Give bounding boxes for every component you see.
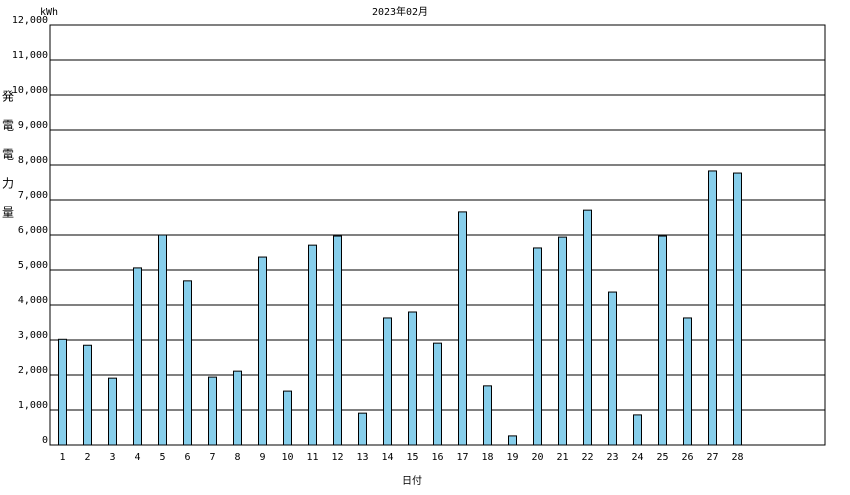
x-tick-label: 4 <box>134 452 140 463</box>
y-tick-label: 6,000 <box>18 225 48 236</box>
y-tick-label: 2,000 <box>18 365 48 376</box>
x-tick-label: 2 <box>84 452 90 463</box>
y-tick-label: 5,000 <box>18 260 48 271</box>
x-axis-label: 日付 <box>402 474 422 487</box>
x-tick-label: 1 <box>59 452 65 463</box>
bar <box>333 235 342 446</box>
x-tick-label: 23 <box>606 452 618 463</box>
chart-title: 2023年02月 <box>372 5 428 18</box>
bar <box>208 376 217 446</box>
x-tick-label: 13 <box>356 452 368 463</box>
bar <box>308 244 317 446</box>
y-tick-label: 3,000 <box>18 330 48 341</box>
y-tick-label: 7,000 <box>18 190 48 201</box>
x-tick-label: 7 <box>209 452 215 463</box>
x-tick-label: 8 <box>234 452 240 463</box>
bar <box>233 370 242 446</box>
bar <box>733 172 742 446</box>
y-axis-label: 発電電力量 <box>1 90 15 235</box>
bar <box>258 256 267 446</box>
bar <box>633 414 642 446</box>
bar <box>433 342 442 446</box>
x-tick-label: 27 <box>706 452 718 463</box>
x-tick-label: 15 <box>406 452 418 463</box>
bar <box>483 385 492 446</box>
x-tick-label: 16 <box>431 452 443 463</box>
x-tick-label: 19 <box>506 452 518 463</box>
bar <box>108 377 117 446</box>
bar <box>708 170 717 446</box>
x-tick-label: 25 <box>656 452 668 463</box>
y-tick-label: 1,000 <box>18 400 48 411</box>
bar <box>558 236 567 446</box>
x-tick-label: 11 <box>306 452 318 463</box>
y-tick-label: 11,000 <box>12 50 48 61</box>
bar <box>83 344 92 446</box>
y-tick-label: 10,000 <box>12 85 48 96</box>
y-tick-label: 0 <box>42 435 48 446</box>
y-tick-label: 8,000 <box>18 155 48 166</box>
x-tick-label: 9 <box>259 452 265 463</box>
bar <box>533 247 542 446</box>
bar <box>608 291 617 446</box>
x-tick-label: 24 <box>631 452 643 463</box>
bar <box>458 211 467 446</box>
bar <box>183 280 192 446</box>
x-tick-label: 18 <box>481 452 493 463</box>
bar <box>58 338 67 446</box>
bar <box>658 235 667 446</box>
x-tick-label: 20 <box>531 452 543 463</box>
bar <box>408 311 417 446</box>
bar <box>683 317 692 446</box>
y-tick-label: 4,000 <box>18 295 48 306</box>
x-tick-label: 28 <box>731 452 743 463</box>
x-tick-label: 6 <box>184 452 190 463</box>
x-tick-label: 26 <box>681 452 693 463</box>
x-tick-label: 22 <box>581 452 593 463</box>
x-tick-label: 21 <box>556 452 568 463</box>
x-tick-label: 10 <box>281 452 293 463</box>
bar <box>383 317 392 446</box>
x-tick-label: 5 <box>159 452 165 463</box>
y-tick-label: 9,000 <box>18 120 48 131</box>
x-tick-label: 17 <box>456 452 468 463</box>
x-tick-label: 12 <box>331 452 343 463</box>
bar <box>508 435 517 446</box>
bar <box>358 412 367 446</box>
y-tick-label: 12,000 <box>12 15 48 26</box>
bar <box>283 390 292 446</box>
unit-label: kWh <box>40 7 58 18</box>
bar <box>583 209 592 446</box>
bar <box>158 234 167 446</box>
bar <box>133 267 142 446</box>
x-tick-label: 14 <box>381 452 393 463</box>
x-tick-label: 3 <box>109 452 115 463</box>
